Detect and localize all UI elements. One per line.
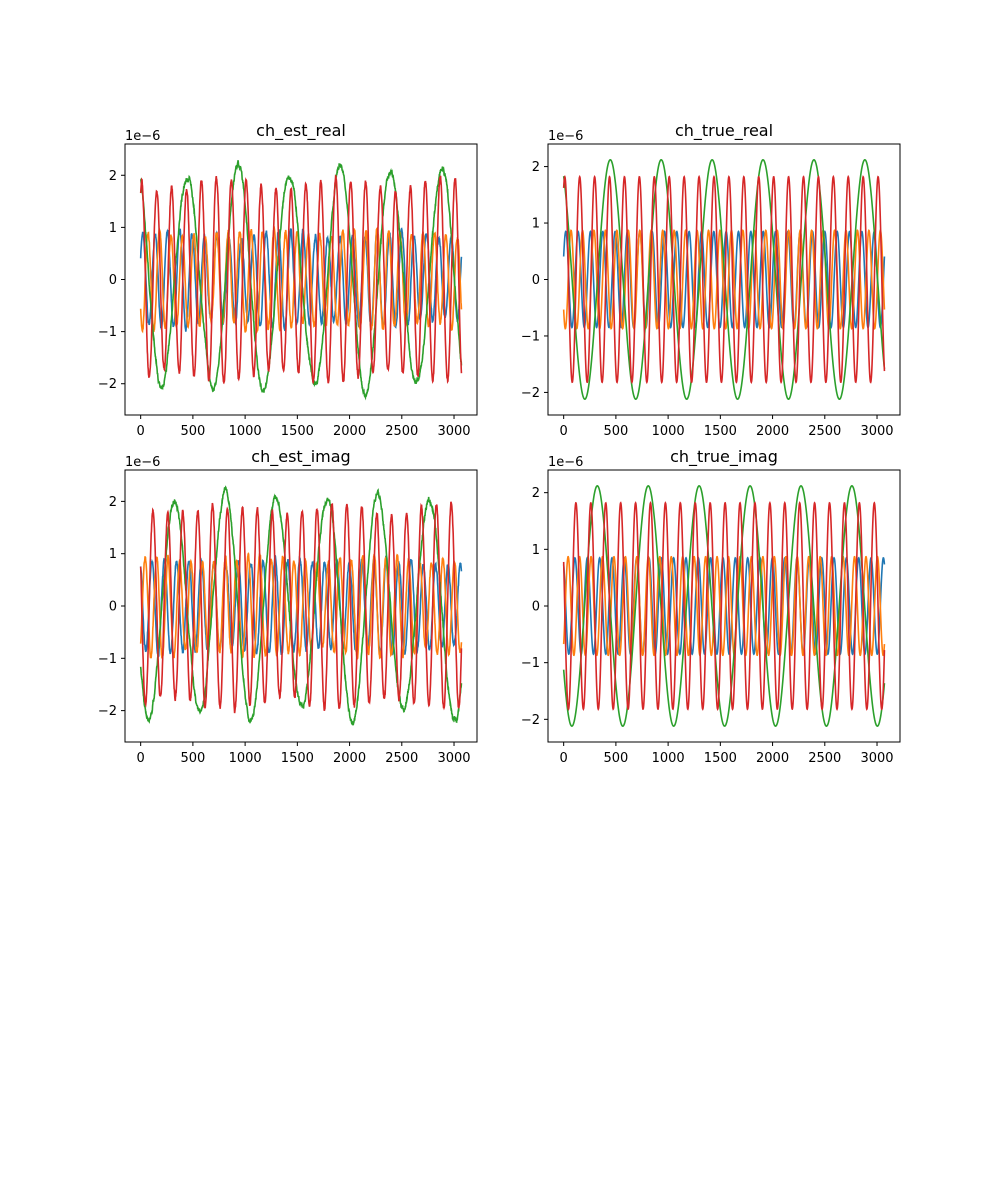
x-tick-label: 1000 [652,751,685,766]
subplot-ch-true-real: ch_true_real 1e−6 0 500 1000 1500 2000 2500 30… [521,121,901,439]
subplot-title: ch_true_imag [670,447,778,467]
y-tick-label: −2 [98,704,117,719]
y-tick-label: 2 [109,495,117,510]
x-tick-label: 500 [603,751,628,766]
x-tick-label: 500 [603,424,628,439]
x-tick-label: 0 [560,751,568,766]
x-tick-label: 3000 [437,751,470,766]
y-tick-label: −1 [521,656,540,671]
x-tick-label: 2500 [385,424,418,439]
x-tick-label: 1500 [281,751,314,766]
y-tick-label: −1 [98,325,117,340]
series-line [139,555,463,660]
subplot-title: ch_est_real [256,121,346,141]
y-tick-label: −2 [521,713,540,728]
x-tick-label: 2500 [808,424,841,439]
y-tick-label: 1 [532,217,540,232]
y-offset-label: 1e−6 [125,455,160,470]
y-tick-label: 2 [109,169,117,184]
y-tick-label: 1 [532,543,540,558]
y-offset-label: 1e−6 [548,455,583,470]
x-tick-label: 1000 [229,424,262,439]
x-tick-label: 3000 [860,424,893,439]
x-tick-label: 2000 [333,751,366,766]
series-line [139,160,463,401]
x-tick-label: 500 [180,751,205,766]
y-tick-label: 0 [109,273,117,288]
series-line [139,485,463,726]
y-offset-label: 1e−6 [125,129,160,144]
series-line [562,501,886,711]
x-tick-label: 0 [560,424,568,439]
x-tick-label: 1500 [704,424,737,439]
subplot-ch-est-real: ch_est_real 1e−6 0 500 1000 1500 2000 2500 300… [98,121,478,439]
y-tick-label: 1 [109,221,117,236]
subplot-ch-est-imag: ch_est_imag 1e−6 0 500 1000 1500 2000 2500 300… [98,447,478,766]
y-tick-label: −1 [521,329,540,344]
x-tick-label: 1500 [704,751,737,766]
x-tick-label: 0 [137,751,145,766]
x-tick-label: 3000 [860,751,893,766]
y-tick-label: 2 [532,486,540,501]
subplot-title: ch_est_imag [251,447,350,467]
x-tick-label: 2500 [385,751,418,766]
x-tick-label: 3000 [437,424,470,439]
series-line [562,174,886,385]
x-tick-label: 1000 [229,751,262,766]
series-line [139,174,463,385]
x-tick-label: 2500 [808,751,841,766]
subplot-title: ch_true_real [675,121,773,141]
y-tick-label: −1 [98,652,117,667]
y-tick-label: 1 [109,547,117,562]
x-tick-label: 2000 [756,424,789,439]
y-tick-label: 2 [532,160,540,175]
y-tick-label: −2 [98,377,117,392]
x-tick-label: 1000 [652,424,685,439]
y-tick-label: 0 [532,600,540,615]
series-line [139,227,463,332]
x-tick-label: 2000 [333,424,366,439]
subplot-ch-true-imag: ch_true_imag 1e−6 0 500 1000 1500 2000 2500 30… [521,447,901,766]
x-tick-label: 500 [180,424,205,439]
y-tick-label: 0 [109,600,117,615]
series-line [562,556,886,656]
y-tick-label: −2 [521,386,540,401]
series-line [562,158,886,401]
series-line [562,485,886,727]
y-offset-label: 1e−6 [548,129,583,144]
y-tick-label: 0 [532,273,540,288]
series-line [139,501,463,714]
x-tick-label: 2000 [756,751,789,766]
x-tick-label: 0 [137,424,145,439]
x-tick-label: 1500 [281,424,314,439]
